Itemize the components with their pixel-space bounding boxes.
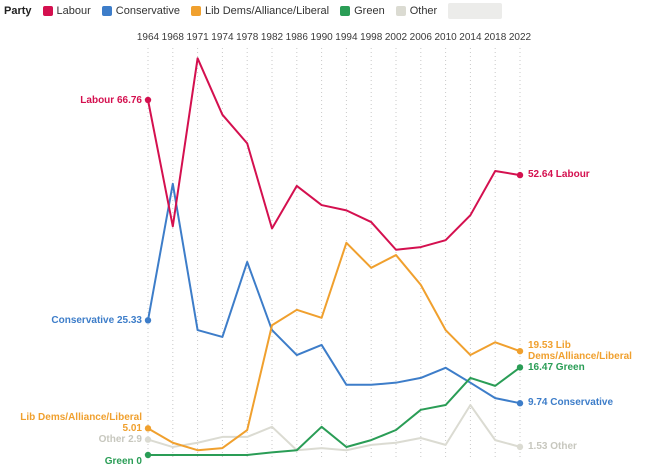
legend-label: Other [409,5,438,17]
x-axis-label-2018: 2018 [484,32,507,43]
legend-item-other: Other [395,5,438,17]
cropped-ui-fragment [448,3,503,19]
legend-swatch-lib-dems-alliance-liberal-icon [191,6,201,16]
x-axis-label-1974: 1974 [211,32,234,43]
x-axis-label-2006: 2006 [410,32,433,43]
legend-title: Party [4,5,32,17]
x-axis-label-1982: 1982 [261,32,284,43]
legend-label: Conservative [115,5,180,17]
series-endpoint-start-labour [144,96,152,104]
legend-swatch-green-icon [340,6,351,16]
x-axis-label-1994: 1994 [335,32,358,43]
series-line-conservative [147,182,521,405]
series-endpoint-end-conservative [516,400,524,407]
series-line-labour [147,57,521,251]
x-axis-label-1978: 1978 [236,32,259,43]
series-line-libdem [147,241,521,452]
legend-item-green: Green [340,5,385,17]
x-axis-label-1998: 1998 [360,32,383,43]
legend-label: Green [354,5,385,17]
x-axis-label-1986: 1986 [286,32,309,43]
legend-swatch-other-icon [395,6,406,16]
chart-legend: Party Labour Conservative Lib Dems/Allianc… [4,3,503,19]
x-axis-label-1968: 1968 [162,32,185,43]
legend-item-labour: Labour [42,5,91,17]
x-axis-label-2010: 2010 [434,32,457,43]
legend-items: Labour Conservative Lib Dems/Alliance/Libe… [42,5,438,17]
series-line-other [147,404,521,452]
x-axis-label-2014: 2014 [459,32,482,43]
series-endpoint-end-libdem [516,347,524,355]
legend-item-lib-dems-alliance-liberal: Lib Dems/Alliance/Liberal [191,5,329,17]
x-axis-label-2002: 2002 [385,32,408,43]
x-axis-label-1990: 1990 [310,32,333,43]
x-axis-label-1971: 1971 [186,32,209,43]
series-endpoint-end-other [516,443,524,451]
series-endpoint-start-green [144,451,152,459]
legend-label: Lib Dems/Alliance/Liberal [205,5,330,17]
legend-swatch-conservative-icon [101,6,112,16]
legend-label: Labour [56,5,91,17]
series-line-green [147,366,521,456]
legend-item-conservative: Conservative [101,5,180,17]
legend-swatch-labour-icon [42,6,53,16]
x-axis-label-1964: 1964 [137,32,160,43]
series-endpoint-start-conservative [144,317,152,324]
x-axis-label-2022: 2022 [509,32,532,43]
series-endpoint-start-libdem [144,425,152,432]
series-endpoint-end-labour [516,171,524,179]
series-endpoint-end-green [516,364,524,371]
series-endpoint-start-other [144,436,152,443]
